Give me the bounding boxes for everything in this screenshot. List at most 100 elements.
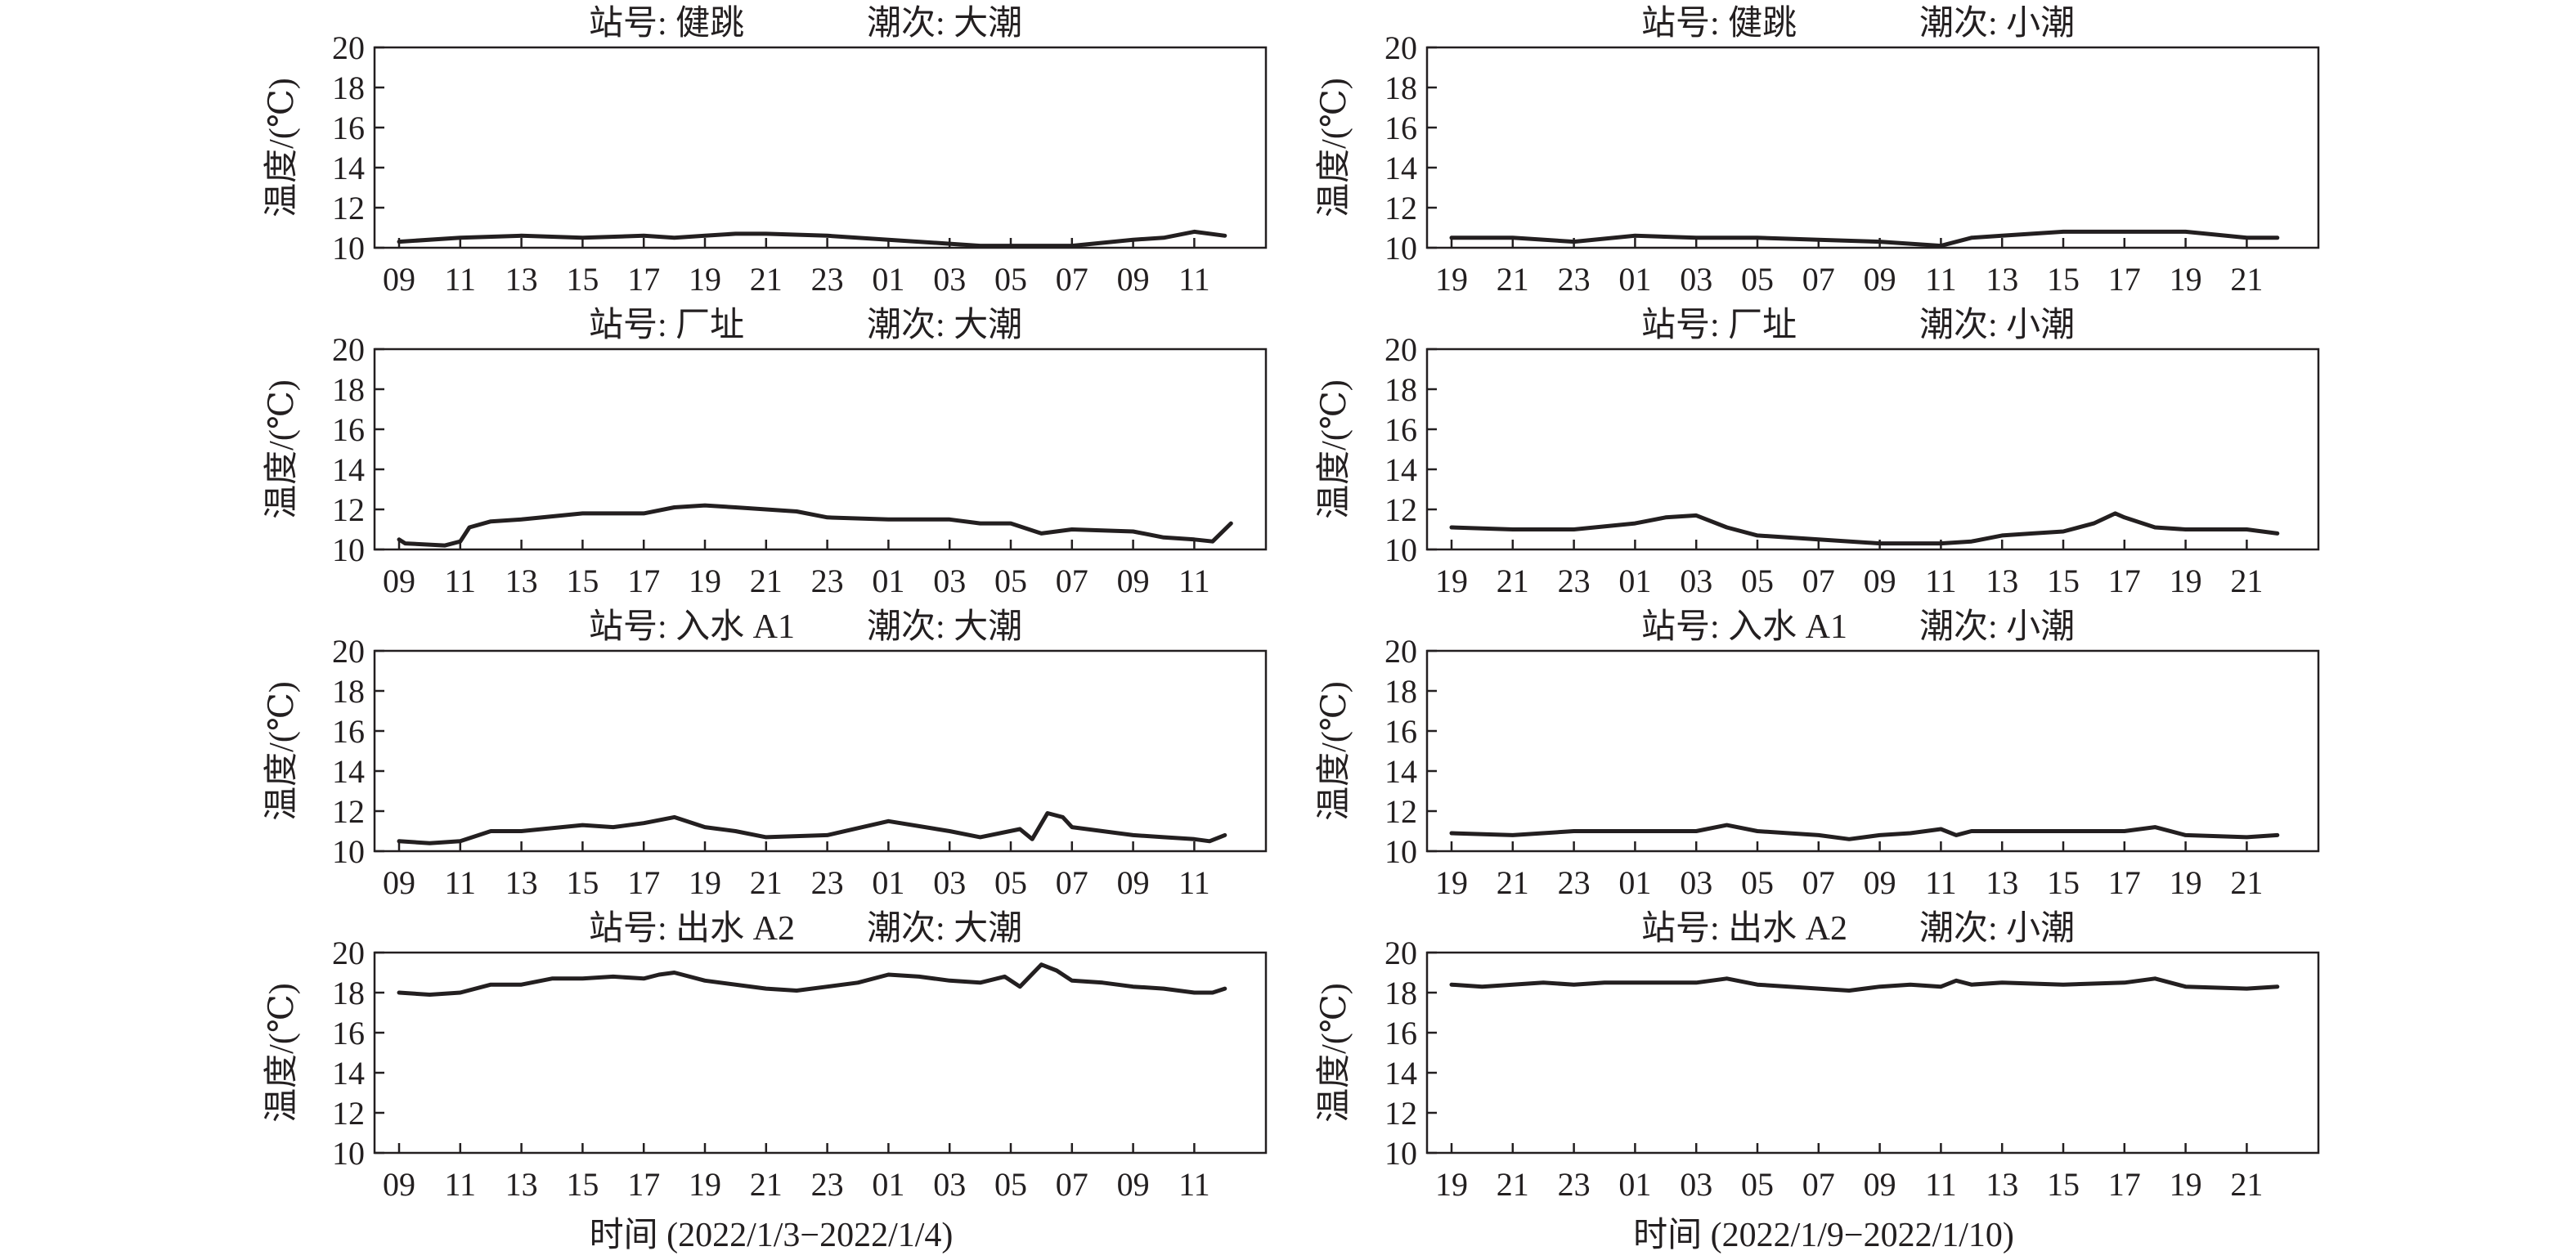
x-tick-label: 05 bbox=[994, 261, 1027, 298]
x-tick-label: 21 bbox=[1497, 864, 1529, 901]
temperature-series-line bbox=[1449, 976, 2280, 993]
y-axis-title: 温度/(℃) bbox=[263, 78, 301, 217]
y-tick-label: 20 bbox=[1384, 935, 1417, 971]
y-tick-label: 10 bbox=[1384, 833, 1417, 870]
x-tick-label: 23 bbox=[811, 563, 844, 599]
plot-frame bbox=[373, 348, 1268, 551]
plot-frame bbox=[1425, 951, 2320, 1155]
x-tick-label: 11 bbox=[1178, 261, 1210, 298]
x-tick-label: 13 bbox=[1986, 1166, 2018, 1203]
y-tick-label: 16 bbox=[1384, 713, 1417, 750]
y-tick-label: 20 bbox=[1384, 331, 1417, 368]
panel-jianTiao-neap: 站号: 健跳 潮次: 小潮 10 12 14 16 18 20 温度/(℃) 19 21 23 01 03… bbox=[1316, 5, 2320, 298]
x-tick-label: 17 bbox=[627, 563, 660, 599]
y-tick-label: 12 bbox=[1384, 190, 1417, 226]
panel-title-tide: 潮次: 小潮 bbox=[1919, 608, 2075, 646]
x-tick-label: 19 bbox=[689, 1166, 721, 1203]
y-tick-label: 12 bbox=[332, 491, 365, 528]
x-tick-label: 23 bbox=[1558, 563, 1591, 599]
plot-frame bbox=[373, 46, 1268, 249]
x-tick-label: 23 bbox=[811, 1166, 844, 1203]
x-tick-label: 15 bbox=[566, 563, 599, 599]
x-tick-label: 09 bbox=[1864, 1166, 1896, 1203]
x-tick-label: 21 bbox=[2230, 261, 2263, 298]
x-tick-label: 17 bbox=[627, 1166, 660, 1203]
x-tick-label: 13 bbox=[505, 1166, 538, 1203]
x-tick-label: 01 bbox=[872, 864, 904, 901]
x-tick-label: 01 bbox=[1618, 563, 1651, 599]
x-tick-label: 03 bbox=[1680, 563, 1712, 599]
x-tick-label: 19 bbox=[2170, 563, 2202, 599]
x-tick-label: 07 bbox=[1056, 1166, 1088, 1203]
x-tick-label: 23 bbox=[1558, 261, 1591, 298]
y-tick-label: 20 bbox=[332, 935, 365, 971]
y-tick-label: 20 bbox=[1384, 29, 1417, 66]
x-tick-label: 01 bbox=[1618, 261, 1651, 298]
x-tick-label: 07 bbox=[1056, 261, 1088, 298]
y-tick-label: 12 bbox=[1384, 793, 1417, 830]
y-tick-label: 14 bbox=[332, 1055, 365, 1092]
x-tick-label: 19 bbox=[689, 261, 721, 298]
x-tick-label: 17 bbox=[2108, 261, 2141, 298]
y-tick-label: 20 bbox=[332, 29, 365, 66]
panel-title-tide: 潮次: 小潮 bbox=[1919, 5, 2075, 43]
y-tick-label: 10 bbox=[332, 531, 365, 568]
x-tick-label: 23 bbox=[1558, 864, 1591, 901]
x-tick-label: 07 bbox=[1056, 563, 1088, 599]
x-tick-label: 01 bbox=[1618, 1166, 1651, 1203]
temperature-series-line bbox=[1449, 823, 2280, 841]
x-tick-label: 11 bbox=[1925, 563, 1957, 599]
x-tick-label: 21 bbox=[2230, 864, 2263, 901]
x-tick-label: 11 bbox=[445, 261, 477, 298]
x-tick-label: 09 bbox=[1117, 864, 1150, 901]
temperature-series-line bbox=[397, 962, 1227, 997]
x-tick-label: 01 bbox=[872, 261, 904, 298]
x-tick-label: 19 bbox=[1435, 1166, 1468, 1203]
y-tick-label: 18 bbox=[1384, 673, 1417, 710]
x-tick-label: 19 bbox=[2170, 261, 2202, 298]
x-tick-label: 21 bbox=[750, 563, 783, 599]
x-tick-label: 05 bbox=[1741, 864, 1774, 901]
x-tick-label: 15 bbox=[2047, 864, 2080, 901]
x-tick-label: 09 bbox=[1864, 261, 1896, 298]
x-axis-title: 时间 (2022/1/3−2022/1/4) bbox=[590, 1217, 954, 1254]
y-tick-label: 18 bbox=[332, 371, 365, 408]
panel-title-tide: 潮次: 大潮 bbox=[867, 910, 1022, 948]
x-tick-label: 07 bbox=[1802, 1166, 1835, 1203]
y-tick-label: 14 bbox=[332, 451, 365, 488]
y-tick-label: 10 bbox=[332, 230, 365, 267]
x-tick-label: 17 bbox=[2108, 1166, 2141, 1203]
x-tick-label: 23 bbox=[1558, 1166, 1591, 1203]
x-tick-label: 09 bbox=[1117, 1166, 1150, 1203]
y-tick-label: 18 bbox=[1384, 975, 1417, 1011]
x-tick-label: 19 bbox=[1435, 864, 1468, 901]
plot-frame bbox=[1425, 46, 2320, 249]
panel-title-station: 站号: 出水 A2 bbox=[1641, 910, 1847, 948]
x-tick-label: 11 bbox=[445, 864, 477, 901]
x-tick-label: 11 bbox=[1178, 864, 1210, 901]
x-tick-label: 07 bbox=[1056, 864, 1088, 901]
x-tick-label: 03 bbox=[933, 1166, 966, 1203]
y-tick-label: 12 bbox=[1384, 1095, 1417, 1132]
y-axis-title: 温度/(℃) bbox=[1316, 379, 1353, 519]
x-tick-label: 23 bbox=[811, 864, 844, 901]
x-tick-label: 13 bbox=[1986, 864, 2018, 901]
x-tick-label: 09 bbox=[383, 563, 415, 599]
x-tick-label: 03 bbox=[933, 563, 966, 599]
y-tick-label: 18 bbox=[332, 975, 365, 1011]
y-axis-title: 温度/(℃) bbox=[263, 983, 301, 1123]
x-tick-label: 21 bbox=[750, 1166, 783, 1203]
x-tick-label: 11 bbox=[1178, 563, 1210, 599]
x-tick-label: 09 bbox=[383, 1166, 415, 1203]
y-tick-label: 16 bbox=[1384, 1015, 1417, 1051]
y-tick-label: 14 bbox=[332, 150, 365, 186]
panel-title-station: 站号: 健跳 bbox=[1641, 5, 1797, 43]
x-tick-label: 09 bbox=[1864, 563, 1896, 599]
y-tick-label: 18 bbox=[332, 673, 365, 710]
temperature-series-line bbox=[397, 503, 1233, 548]
y-axis-title: 温度/(℃) bbox=[1316, 983, 1353, 1123]
temperature-series-line bbox=[1449, 511, 2280, 546]
y-tick-label: 10 bbox=[332, 833, 365, 870]
